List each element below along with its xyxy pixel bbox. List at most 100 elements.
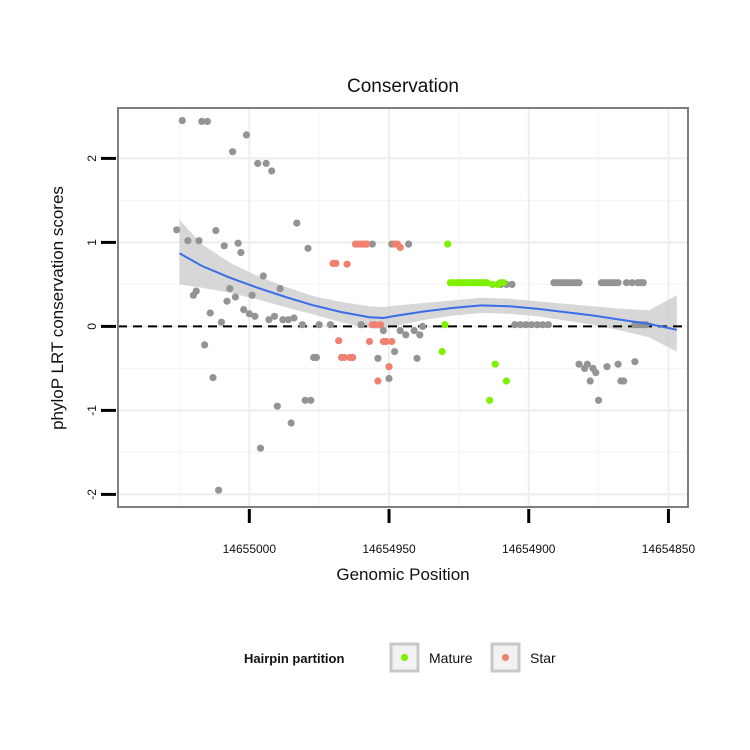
- data-point-other: [229, 148, 237, 156]
- data-point-star: [335, 337, 343, 345]
- data-point-other: [259, 272, 267, 280]
- data-point-other: [508, 280, 516, 288]
- data-point-star: [332, 259, 340, 267]
- data-point-other: [628, 279, 636, 287]
- x-tick-label: 14654850: [642, 542, 696, 556]
- data-point-other: [533, 321, 541, 329]
- data-point-other: [410, 327, 418, 335]
- data-point-other: [298, 321, 306, 329]
- data-point-other: [195, 237, 203, 245]
- data-point-star: [365, 337, 374, 346]
- data-point-mature: [491, 360, 499, 368]
- data-point-other: [209, 374, 217, 382]
- data-point-other: [234, 239, 242, 247]
- data-point-other: [595, 396, 603, 404]
- data-point-other: [539, 321, 547, 329]
- data-point-other: [184, 237, 192, 245]
- data-point-other: [293, 219, 301, 227]
- data-point-other: [419, 322, 427, 330]
- data-point-other: [575, 360, 583, 368]
- data-point-other: [614, 279, 622, 287]
- legend-key-mature: [389, 642, 420, 673]
- data-point-other: [631, 358, 639, 366]
- data-point-other: [527, 321, 536, 329]
- y-axis-title: phyloP LRT conservation scores: [48, 186, 67, 430]
- data-point-other: [201, 341, 209, 349]
- legend-marker-star: [501, 653, 510, 662]
- data-point-other: [290, 314, 298, 322]
- data-point-other: [405, 240, 413, 248]
- data-point-other: [603, 363, 611, 371]
- legend-label-mature: Mature: [429, 650, 473, 666]
- data-point-other: [413, 354, 421, 362]
- data-point-other: [173, 226, 181, 234]
- y-axis: -2 -1 0 1 2: [85, 155, 116, 500]
- data-point-other: [215, 486, 223, 494]
- data-point-other: [242, 131, 251, 139]
- data-point-mature: [500, 279, 508, 287]
- data-point-other: [368, 240, 376, 248]
- data-point-other: [374, 354, 382, 362]
- data-point-star: [396, 243, 404, 251]
- data-point-mature: [486, 396, 494, 404]
- legend: Hairpin partition Mature Star: [244, 642, 556, 673]
- legend-title: Hairpin partition: [244, 651, 344, 666]
- data-point-other: [254, 159, 262, 167]
- data-points-layer: [118, 117, 688, 494]
- data-point-other: [270, 312, 279, 320]
- x-axis: 14655000 14654950 14654900 14654850: [223, 509, 696, 556]
- data-point-other: [287, 419, 295, 427]
- data-point-other: [212, 227, 220, 235]
- data-point-other: [385, 374, 393, 383]
- smooth-trend-line: [179, 252, 678, 331]
- data-point-other: [614, 360, 622, 368]
- data-point-mature: [441, 321, 449, 329]
- legend-label-star: Star: [530, 650, 556, 666]
- data-point-other: [198, 117, 206, 125]
- data-point-star: [371, 321, 379, 329]
- data-point-other: [220, 242, 228, 250]
- data-point-other: [237, 248, 245, 257]
- data-point-other: [586, 377, 594, 385]
- data-point-mature: [488, 280, 496, 288]
- data-point-other: [276, 285, 284, 293]
- data-point-other: [203, 117, 211, 125]
- data-point-other: [178, 117, 186, 125]
- x-tick-label: 14654950: [362, 542, 416, 556]
- data-point-mature: [502, 377, 510, 385]
- plot-panel-border: [117, 107, 689, 508]
- data-point-other: [279, 316, 287, 324]
- data-point-other: [583, 360, 592, 368]
- data-point-other: [245, 310, 253, 318]
- data-point-other: [262, 159, 270, 167]
- data-point-other: [231, 293, 239, 301]
- data-point-other: [268, 167, 276, 175]
- data-point-other: [391, 348, 399, 356]
- data-point-other: [357, 321, 365, 329]
- data-point-other: [240, 306, 248, 314]
- data-point-other: [416, 331, 424, 339]
- data-point-other: [301, 396, 309, 404]
- data-point-other: [256, 444, 265, 452]
- y-tick-label: -1: [85, 405, 99, 416]
- x-tick-label: 14655000: [223, 542, 277, 556]
- data-point-other: [379, 327, 387, 335]
- data-point-other: [192, 287, 200, 295]
- data-point-other: [312, 353, 320, 362]
- data-point-other: [206, 309, 214, 317]
- legend-marker-mature: [400, 653, 409, 662]
- data-point-other: [315, 321, 323, 329]
- data-point-other: [592, 369, 600, 377]
- data-point-star: [385, 363, 393, 371]
- data-point-mature: [483, 279, 491, 287]
- data-point-other: [639, 279, 647, 287]
- data-point-star: [349, 353, 357, 362]
- data-point-star: [363, 240, 371, 248]
- data-point-star: [377, 321, 385, 329]
- data-point-other: [511, 321, 519, 329]
- data-point-other: [620, 377, 628, 385]
- data-point-other: [251, 312, 259, 320]
- y-tick-label: 2: [85, 155, 99, 162]
